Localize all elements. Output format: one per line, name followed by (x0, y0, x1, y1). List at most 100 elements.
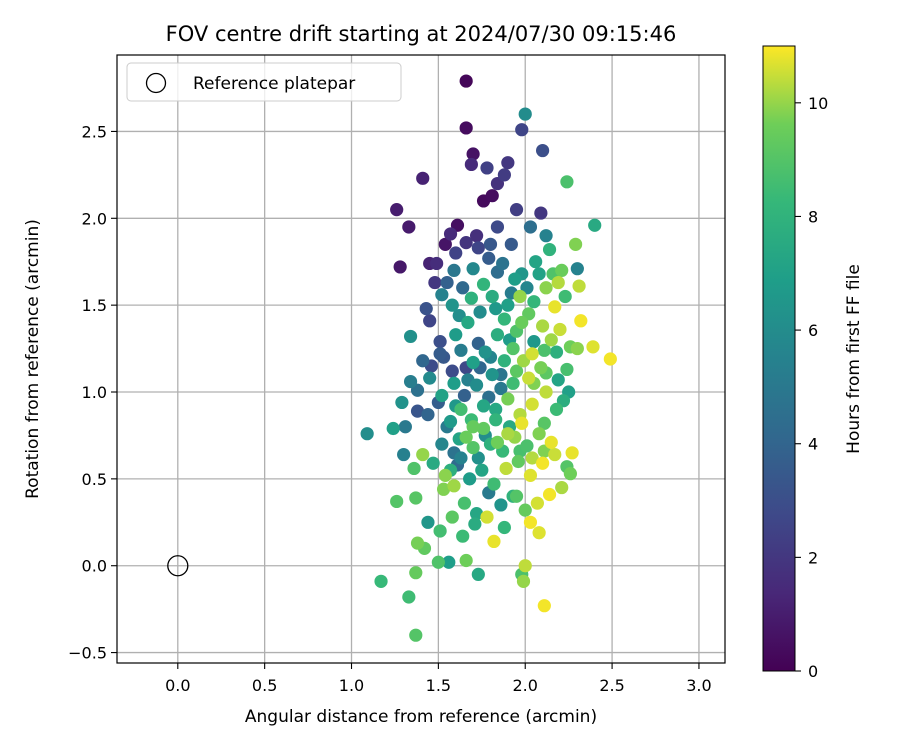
data-point (440, 275, 454, 290)
colorbar-tick-label: 6 (808, 321, 818, 340)
data-point (410, 536, 425, 550)
data-point (457, 496, 472, 510)
data-point (464, 291, 478, 305)
data-point (482, 251, 496, 265)
data-point (570, 341, 584, 356)
colorbar-tick-label: 0 (808, 662, 818, 681)
data-point (463, 472, 477, 486)
data-point (509, 364, 524, 378)
data-point (537, 416, 551, 430)
data-point (480, 161, 494, 175)
points-layer (360, 74, 617, 642)
data-point (397, 447, 411, 462)
data-point (574, 314, 588, 328)
data-point (542, 487, 557, 502)
legend: Reference platepar (126, 62, 402, 102)
reference-layer (167, 555, 189, 577)
data-point (447, 376, 461, 390)
x-axis-label: Angular distance from reference (arcmin) (245, 707, 597, 727)
data-point (410, 404, 425, 418)
data-point (466, 420, 480, 434)
data-point (539, 281, 553, 295)
data-point (469, 229, 484, 243)
data-point (409, 628, 423, 642)
data-point (471, 451, 485, 465)
data-point (456, 281, 470, 295)
data-point (489, 413, 503, 427)
data-point (469, 378, 484, 392)
y-tick-label: 1.5 (82, 296, 107, 315)
x-tick-label: 2.0 (513, 676, 538, 695)
data-point (497, 520, 511, 535)
data-point (390, 203, 404, 217)
data-point (588, 218, 602, 232)
data-point (423, 314, 437, 328)
data-point (560, 362, 574, 377)
data-point (549, 402, 564, 416)
y-tick-label: 2.0 (82, 209, 107, 228)
data-point (489, 302, 503, 316)
data-point (480, 510, 494, 524)
data-point (487, 534, 501, 549)
colorbar-tick-label: 10 (808, 94, 828, 113)
data-point (536, 319, 550, 333)
data-point (489, 402, 503, 416)
data-point (435, 288, 449, 302)
data-point (466, 440, 480, 455)
data-point (466, 147, 480, 161)
data-point (515, 123, 529, 137)
data-point (433, 335, 447, 349)
data-point (544, 435, 558, 449)
data-point (539, 229, 553, 243)
data-point (501, 298, 515, 312)
data-point (390, 494, 404, 509)
legend-box (126, 62, 402, 102)
data-point (558, 289, 572, 304)
x-tick-label: 0.5 (252, 676, 277, 695)
data-point (516, 574, 531, 588)
data-point (409, 566, 423, 580)
data-point (511, 454, 525, 469)
data-point (473, 305, 487, 319)
data-point (421, 515, 435, 529)
x-axis-ticks: 0.0 0.5 1.0 1.5 2.0 2.5 3.0 (165, 663, 712, 695)
data-point (572, 279, 586, 293)
data-point (532, 427, 546, 441)
data-point (416, 447, 430, 462)
data-point (529, 255, 543, 269)
plot-frame (116, 54, 726, 664)
data-point (454, 343, 468, 357)
x-tick-label: 1.5 (426, 676, 451, 695)
data-point (532, 526, 546, 540)
data-point (509, 203, 524, 217)
data-point (497, 312, 511, 326)
data-point (430, 256, 444, 271)
data-point (469, 507, 484, 521)
data-point (426, 456, 440, 470)
data-point (443, 414, 458, 429)
data-point (374, 574, 388, 588)
data-point (431, 555, 445, 569)
x-tick-label: 0.0 (165, 676, 190, 695)
data-point (386, 421, 400, 436)
data-point (416, 171, 430, 185)
data-point (485, 289, 499, 304)
data-point (445, 510, 459, 524)
x-tick-label: 2.5 (599, 676, 624, 695)
data-point (586, 340, 600, 354)
data-point (525, 397, 539, 411)
data-point (454, 451, 468, 465)
data-point (555, 263, 569, 278)
data-point (459, 430, 473, 444)
data-point (518, 503, 532, 517)
data-point (530, 496, 544, 510)
data-point (435, 437, 449, 451)
data-point (485, 189, 499, 203)
data-point (459, 121, 473, 135)
data-point (471, 567, 485, 582)
data-point (445, 364, 459, 378)
data-point (466, 262, 480, 276)
data-point (433, 524, 447, 538)
data-point (494, 381, 508, 396)
